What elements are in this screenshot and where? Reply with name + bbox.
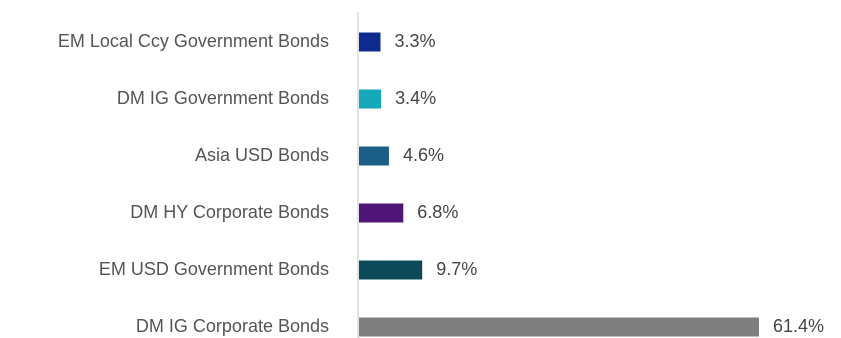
bar xyxy=(359,32,381,52)
bar xyxy=(359,260,423,280)
category-label: DM HY Corporate Bonds xyxy=(130,202,329,222)
category-label: EM USD Government Bonds xyxy=(99,259,329,279)
category-label: EM Local Ccy Government Bonds xyxy=(58,31,329,51)
category-label: Asia USD Bonds xyxy=(195,145,329,165)
bar xyxy=(359,203,404,223)
data-label: 6.8% xyxy=(417,202,458,222)
data-label: 3.3% xyxy=(394,31,435,51)
data-label: 9.7% xyxy=(436,259,477,279)
bar xyxy=(359,89,382,109)
bar xyxy=(359,317,759,337)
category-label: DM IG Government Bonds xyxy=(117,88,329,108)
data-label: 3.4% xyxy=(395,88,436,108)
data-label: 4.6% xyxy=(403,145,444,165)
data-label: 61.4% xyxy=(773,316,824,336)
bar xyxy=(359,146,389,166)
bars-group: EM Local Ccy Government Bonds 3.3% DM IG G… xyxy=(58,31,824,337)
category-label: DM IG Corporate Bonds xyxy=(136,316,329,336)
